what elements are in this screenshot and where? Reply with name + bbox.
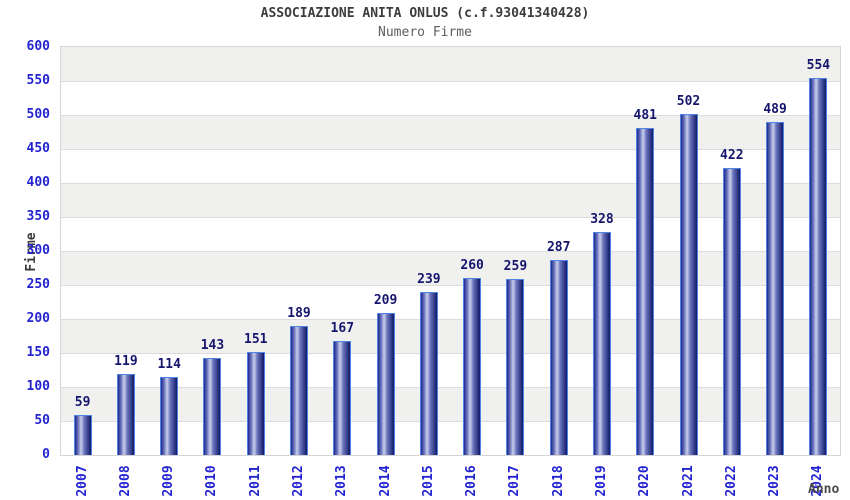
- x-tick-label-2019: 2019: [593, 465, 609, 497]
- bar-value-label: 489: [763, 102, 787, 118]
- plot-band: [61, 285, 840, 319]
- bar-value-label: 502: [676, 93, 701, 109]
- bar-2023: [766, 122, 785, 455]
- chart-subtitle: Numero Firme: [378, 25, 472, 40]
- bar-2021: [679, 113, 698, 455]
- bar-2010: [203, 357, 222, 455]
- plot-band: [61, 353, 840, 387]
- y-tick-label: 450: [26, 141, 50, 156]
- bar-value-label: 481: [633, 107, 657, 123]
- bar-2022: [722, 168, 741, 455]
- bar-value-label: 189: [287, 306, 311, 322]
- bar-value-label: 114: [157, 357, 181, 373]
- bar-2011: [246, 352, 265, 455]
- y-tick-label: 500: [26, 107, 50, 122]
- x-tick-label-2012: 2012: [291, 465, 307, 497]
- bar-2015: [419, 292, 438, 455]
- bar-value-label: 143: [200, 337, 225, 353]
- x-tick-label-2014: 2014: [377, 465, 393, 497]
- y-tick-label: 250: [26, 277, 50, 292]
- bar-2016: [463, 278, 482, 455]
- plot-band: [61, 251, 840, 285]
- plot-band: [61, 115, 840, 149]
- y-tick-label: 200: [26, 311, 50, 326]
- bar-value-label: 119: [114, 354, 138, 370]
- bar-2017: [506, 278, 525, 455]
- plot-band: [61, 149, 840, 183]
- chart-title: ASSOCIAZIONE ANITA ONLUS (c.f.9304134042…: [260, 6, 590, 21]
- y-tick-label: 100: [26, 379, 50, 394]
- bar-value-label: 259: [503, 258, 528, 274]
- y-tick-label: 400: [26, 175, 50, 190]
- gridline: [61, 183, 840, 184]
- x-tick-label-2017: 2017: [507, 465, 523, 497]
- bar-value-label: 260: [460, 258, 484, 274]
- bar-2013: [333, 341, 352, 455]
- bar-value-label: 167: [330, 321, 355, 337]
- bar-value-label: 151: [244, 332, 268, 348]
- bar-value-label: 554: [806, 58, 831, 74]
- x-tick-label-2020: 2020: [637, 465, 653, 497]
- plot-band: [61, 81, 840, 115]
- x-tick-label-2015: 2015: [420, 465, 436, 497]
- gridline: [61, 81, 840, 82]
- bar-2019: [592, 231, 611, 455]
- bar-value-label: 422: [720, 148, 744, 164]
- y-tick-label: 550: [26, 73, 50, 88]
- bar-value-label: 239: [417, 272, 441, 288]
- x-tick-label-2010: 2010: [204, 465, 220, 497]
- bar-2008: [116, 374, 135, 455]
- bar-value-label: 209: [373, 292, 398, 308]
- gridline: [61, 421, 840, 422]
- plot-band: [61, 319, 840, 353]
- y-tick-label: 0: [42, 447, 50, 462]
- gridline: [61, 149, 840, 150]
- bar-2009: [160, 377, 179, 455]
- x-tick-label-2013: 2013: [334, 465, 350, 497]
- plot-area: 59 119 114 143 151 189 167 209 239 260 259 287 328 48…: [60, 46, 841, 456]
- y-tick-label: 350: [26, 209, 50, 224]
- x-tick-label-2021: 2021: [680, 465, 696, 497]
- bar-2007: [73, 414, 92, 455]
- bar-value-label: 287: [546, 239, 571, 255]
- gridline: [61, 319, 840, 320]
- bar-2012: [290, 326, 309, 455]
- gridline: [61, 387, 840, 388]
- x-tick-label-2007: 2007: [74, 465, 90, 497]
- x-tick-label-2009: 2009: [161, 465, 177, 497]
- plot-band: [61, 217, 840, 251]
- bar-value-label: 59: [74, 394, 91, 410]
- gridline: [61, 285, 840, 286]
- x-tick-label-2008: 2008: [117, 465, 133, 497]
- x-axis-title: Anno: [808, 482, 840, 497]
- plot-band: [61, 183, 840, 217]
- x-tick-label-2018: 2018: [550, 465, 566, 497]
- gridline: [61, 353, 840, 354]
- bar-2024: [809, 78, 828, 455]
- y-tick-label: 50: [34, 413, 50, 428]
- plot-band: [61, 387, 840, 421]
- y-tick-label: 300: [26, 243, 50, 258]
- x-tick-label-2016: 2016: [464, 465, 480, 497]
- x-tick-label-2023: 2023: [767, 465, 783, 497]
- gridline: [61, 217, 840, 218]
- bar-2020: [636, 127, 655, 455]
- x-tick-label-2022: 2022: [723, 465, 739, 497]
- plot-band: [61, 421, 840, 455]
- plot-band: [61, 47, 840, 81]
- y-tick-label: 600: [26, 39, 50, 54]
- gridline: [61, 251, 840, 252]
- y-tick-label: 150: [26, 345, 50, 360]
- x-tick-label-2011: 2011: [247, 465, 263, 497]
- bar-2014: [376, 312, 395, 455]
- bar-2018: [549, 259, 568, 455]
- gridline: [61, 115, 840, 116]
- bar-value-label: 328: [590, 211, 614, 227]
